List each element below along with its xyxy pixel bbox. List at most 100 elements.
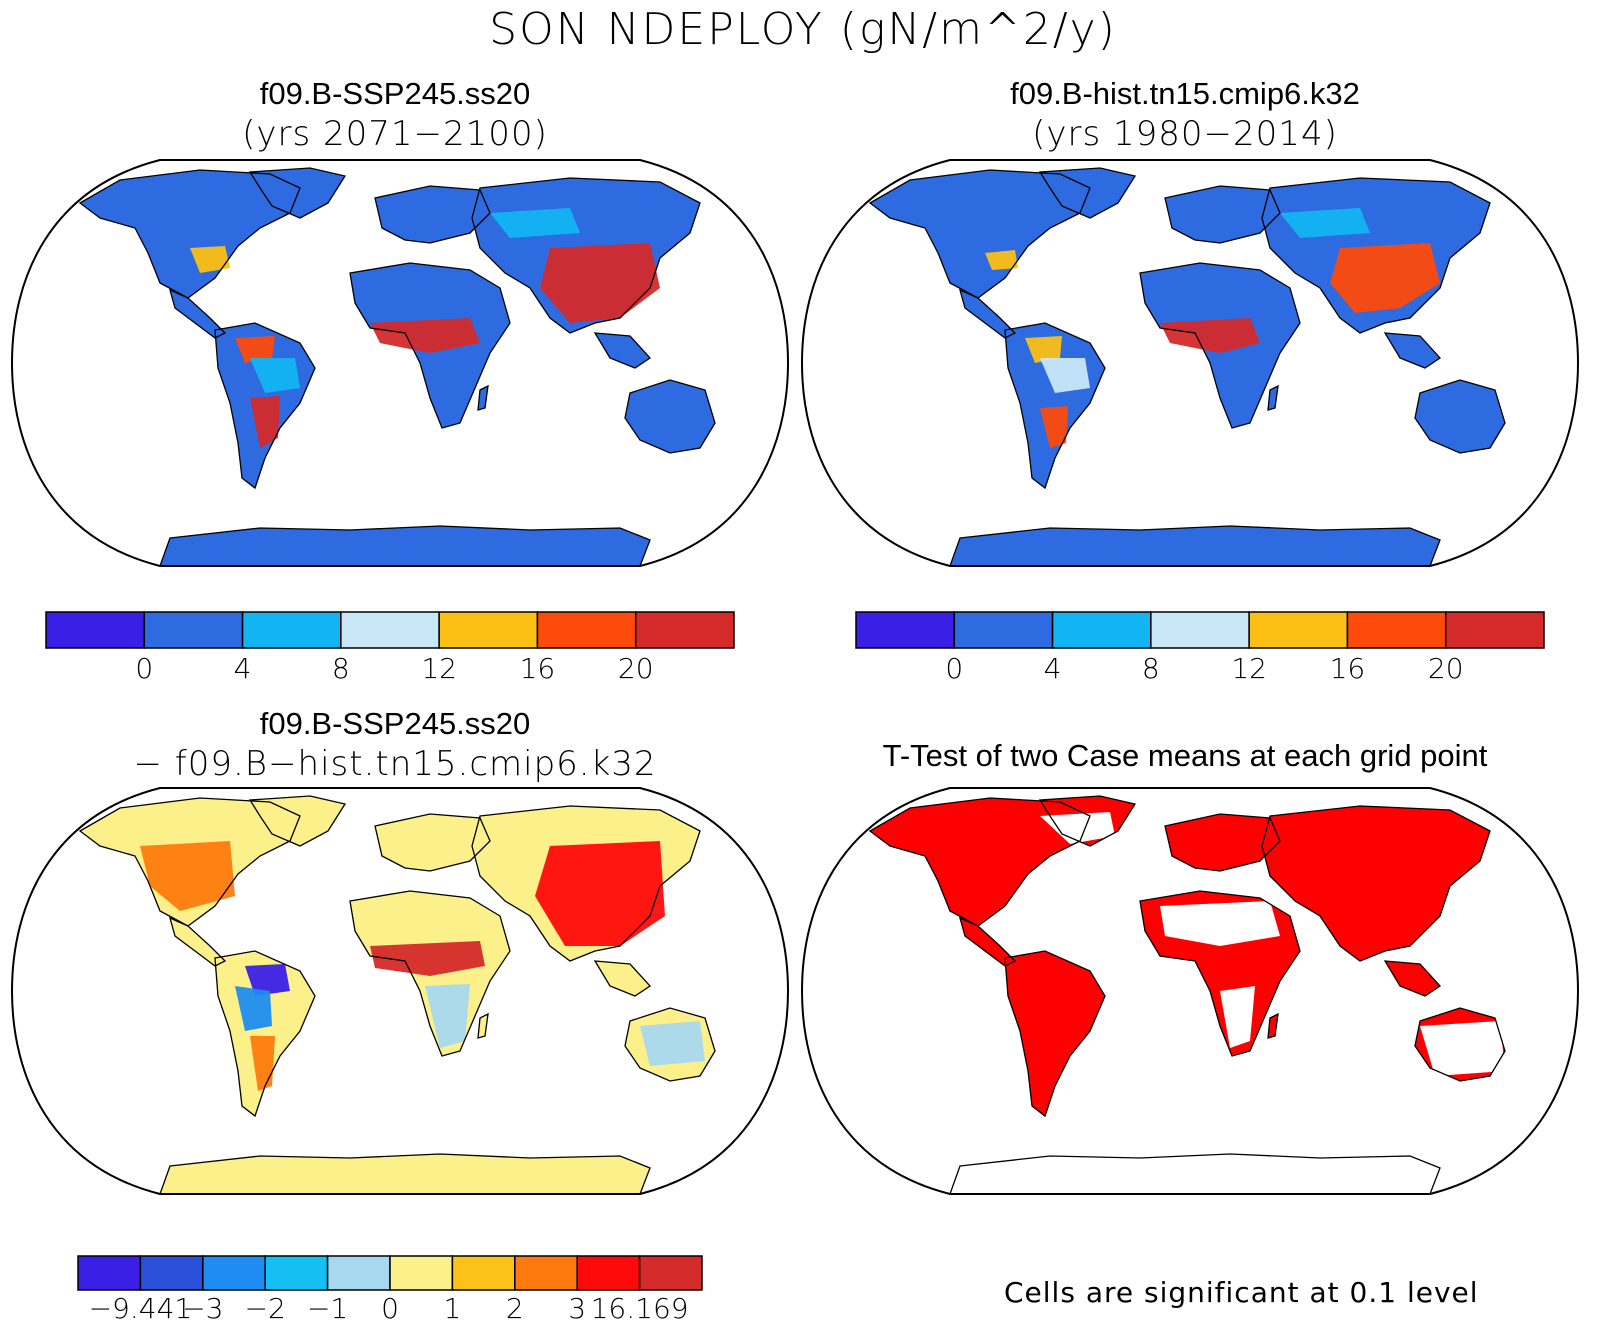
- value-region: [1330, 243, 1440, 313]
- coastline-europe: [374, 813, 491, 872]
- panel-1-title: f09.B-SSP245.ss20: [259, 76, 531, 111]
- coastline-seasia: [1383, 332, 1441, 369]
- coastline-australia: [624, 1007, 716, 1082]
- coastline-greenland: [1038, 167, 1137, 219]
- colorbar-box: [143, 611, 244, 649]
- panel-3-title: f09.B-SSP245.ss20: [259, 706, 531, 741]
- landmass-namerica: [80, 170, 300, 298]
- landmass-seasia: [595, 961, 650, 996]
- landmass-samerica: [1005, 951, 1105, 1116]
- value-region: [235, 986, 272, 1031]
- significance-footnote: Cells are significant at 0.1 level: [1004, 1276, 1479, 1309]
- colorbar-difference: [77, 1255, 703, 1291]
- colorbar-box: [638, 1255, 703, 1291]
- landmass-seasia: [595, 333, 650, 368]
- colorbar-box: [576, 1255, 641, 1291]
- coastline-samerica: [1004, 322, 1106, 490]
- landmass-seasia: [1385, 333, 1440, 368]
- value-region: [640, 1021, 705, 1066]
- value-region: [1160, 318, 1260, 353]
- landmass-australia: [625, 380, 715, 453]
- value-region: [425, 984, 470, 1048]
- coastline-samerica: [214, 950, 316, 1118]
- coastline-greenland: [248, 167, 347, 219]
- colorbar-box: [45, 611, 146, 649]
- colorbar-box: [1346, 611, 1447, 649]
- value-region: [1040, 406, 1068, 448]
- coastline-australia: [624, 379, 716, 454]
- coastline-seasia: [1383, 960, 1441, 997]
- colorbar-box: [241, 611, 342, 649]
- panel-4-title: T-Test of two Case means at each grid po…: [882, 738, 1488, 773]
- colorbar-box: [1444, 611, 1545, 649]
- colorbar-tick-label: 12: [421, 652, 457, 685]
- colorbar-tick-label: 0: [135, 652, 154, 685]
- coastline-madagascar: [1267, 384, 1279, 411]
- landmass-camerica: [170, 290, 225, 338]
- colorbar-box: [77, 1255, 142, 1291]
- landmass-antarctica: [950, 526, 1440, 566]
- colorbar-box: [139, 1255, 204, 1291]
- value-region: [540, 243, 660, 323]
- coastline-samerica: [214, 322, 316, 490]
- coastline-africa: [1139, 262, 1301, 429]
- map-frame: [10, 159, 790, 567]
- coastline-asia: [471, 177, 701, 334]
- landmass-australia: [1415, 380, 1505, 453]
- coastline-madagascar: [477, 1012, 489, 1039]
- colorbar-tick-label: 16: [1329, 652, 1366, 685]
- colorbar-tick-label: −1: [306, 1292, 349, 1325]
- colorbar-case2: [855, 611, 1545, 649]
- colorbar-tick-label: 20: [617, 652, 654, 685]
- colorbar-tick-label: 3: [568, 1292, 587, 1325]
- landmass-antarctica: [160, 1154, 650, 1194]
- colorbar-case2-labels: 0 4 8 12 16 20: [856, 652, 1562, 688]
- map-frame: [800, 159, 1580, 567]
- coastline-namerica: [868, 169, 1091, 299]
- landmass-namerica: [870, 170, 1090, 298]
- colorbar-difference-labels: −9.441 −3 −2 −1 0 1 2 3 16.169: [78, 1292, 718, 1326]
- colorbar-tick-label: 16.169: [590, 1292, 689, 1325]
- value-region: [250, 358, 300, 393]
- coastline-europe: [1164, 185, 1281, 244]
- colorbar-box: [1051, 611, 1152, 649]
- colorbar-tick-label: −2: [244, 1292, 286, 1325]
- landmass-camerica: [960, 290, 1015, 338]
- panel-1-subtitle: (yrs 2071−2100): [242, 114, 548, 154]
- landmass-namerica: [870, 798, 1090, 926]
- coastline-antarctica: [159, 525, 651, 566]
- value-region: [1280, 208, 1370, 238]
- coastline-europe: [1164, 813, 1281, 872]
- colorbar-tick-label: 8: [1141, 652, 1160, 685]
- colorbar-box: [451, 1255, 516, 1291]
- coastline-africa: [349, 262, 511, 429]
- landmass-seasia: [1385, 961, 1440, 996]
- colorbar-tick-label: 2: [505, 1292, 524, 1325]
- coastline-camerica: [169, 916, 227, 967]
- coastline-africa: [1139, 890, 1301, 1057]
- coastline-antarctica: [949, 1153, 1441, 1194]
- colorbar-box: [264, 1255, 329, 1291]
- value-region: [140, 841, 235, 911]
- map-frame: [800, 787, 1580, 1195]
- coastline-namerica: [78, 797, 301, 927]
- colorbar-tick-label: 4: [1043, 652, 1062, 685]
- value-region: [250, 396, 280, 448]
- coastline-australia: [1414, 379, 1506, 454]
- map-ttest: [800, 787, 1580, 1195]
- panel-2-subtitle: (yrs 1980−2014): [1032, 114, 1338, 154]
- colorbar-tick-label: 20: [1427, 652, 1464, 685]
- value-region: [535, 841, 665, 946]
- colorbar-case1-labels: 0 4 8 12 16 20: [46, 652, 752, 688]
- coastline-samerica: [1004, 950, 1106, 1118]
- panel-2-title: f09.B-hist.tn15.cmip6.k32: [1010, 76, 1360, 111]
- colorbar-case1: [45, 611, 735, 649]
- colorbar-box: [855, 611, 956, 649]
- coastline-madagascar: [477, 384, 489, 411]
- map-case1: [10, 159, 790, 567]
- coastline-namerica: [868, 797, 1091, 927]
- colorbar-tick-label: −9.441: [88, 1292, 193, 1325]
- value-region: [245, 964, 290, 996]
- coastline-asia: [471, 805, 701, 962]
- colorbar-box: [202, 1255, 266, 1291]
